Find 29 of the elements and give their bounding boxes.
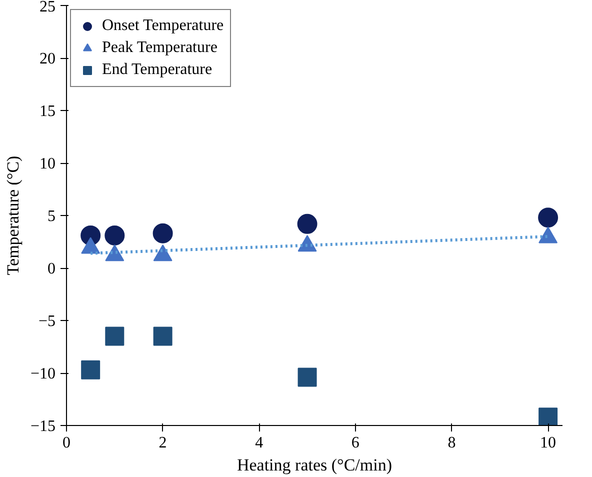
point (297, 214, 318, 234)
point (153, 326, 172, 346)
y-tick-label: 25 (40, 0, 56, 16)
y-tick-label: −5 (38, 313, 56, 330)
y-tick-label: 0 (48, 260, 56, 278)
y-tick-label: 15 (40, 103, 56, 120)
x-tick-label: 2 (158, 434, 167, 452)
legend-label: Onset Temperature (102, 17, 224, 35)
x-axis-title: Heating rates (°C/min) (236, 456, 392, 474)
point (152, 223, 173, 244)
x-tick-label: 0 (62, 434, 70, 452)
legend-label: End Temperature (102, 61, 212, 79)
point (105, 326, 124, 346)
point (298, 368, 317, 387)
y-tick-label: −10 (30, 366, 56, 382)
point (538, 208, 558, 228)
x-tick-label: 4 (255, 434, 264, 452)
point (538, 408, 558, 426)
legend-label: Peak Temperature (102, 39, 218, 57)
y-tick-label: −15 (30, 418, 56, 435)
y-tick-label: 20 (40, 50, 56, 68)
point (104, 225, 125, 246)
point (81, 360, 100, 380)
y-axis-title: Temperature (°C) (3, 156, 22, 276)
x-tick-label: 10 (540, 434, 556, 452)
x-tick-label: 6 (351, 434, 360, 452)
y-tick-label: 10 (40, 156, 56, 172)
x-tick-label: 8 (448, 434, 456, 452)
y-tick-label: 5 (48, 208, 56, 225)
